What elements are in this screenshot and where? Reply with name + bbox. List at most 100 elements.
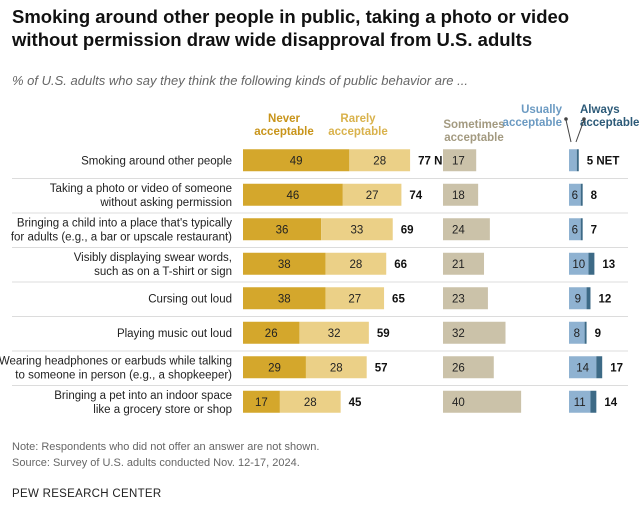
header-rarely: Rarely acceptable [328,113,387,138]
net-acceptable: 9 [595,328,601,340]
category-label: Visibly displaying swear words, such as o… [74,252,232,278]
net-acceptable: 7 [591,224,597,236]
bar-never [243,149,350,172]
bar-always [584,321,587,344]
bar-usually [569,183,581,206]
bar-label-sometimes: 21 [452,259,465,271]
bar-always [580,183,583,206]
bar-usually [569,218,581,241]
header-pointer-always [575,119,585,143]
bar-label-sometimes: 18 [452,190,465,202]
bar-never [243,218,322,241]
bar-label-never: 36 [276,224,289,236]
bar-label-rarely: 28 [330,362,343,374]
bar-label-never: 38 [278,293,291,305]
header-never: Never acceptable [254,113,313,138]
header-pointer-usually [565,119,572,143]
bar-label-usually: 9 [575,293,581,305]
category-label: Playing music out loud [117,328,232,340]
bar-rarely [349,149,411,172]
category-label: Cursing out loud [148,293,232,305]
bar-label-rarely: 32 [328,328,341,340]
category-label: Bringing a pet into an indoor space like … [54,390,232,416]
bar-usually [569,149,577,172]
bar-sometimes [443,321,506,344]
bar-never [243,252,326,275]
bar-never [243,390,280,413]
net-unacceptable: 59 [377,328,390,340]
bar-never [243,287,326,310]
header-always: Always acceptable [580,104,639,129]
bar-usually [569,356,597,379]
bar-always [590,390,597,413]
bar-always [586,287,591,310]
bar-rarely [342,183,402,206]
bar-label-rarely: 28 [373,155,386,167]
category-label: Taking a photo or video of someone withou… [50,183,232,209]
bar-rarely [299,321,369,344]
bar-always [596,356,603,379]
bar-rarely [321,218,393,241]
bar-usually [569,321,585,344]
bar-label-rarely: 27 [348,293,361,305]
category-label: Wearing headphones or earbuds while talk… [0,355,232,381]
net-unacceptable: 69 [401,224,414,236]
net-acceptable: 5 NET [587,155,620,167]
bar-usually [569,390,591,413]
net-unacceptable: 66 [394,259,407,271]
bar-label-never: 17 [255,397,268,409]
header-pointer-dot [564,117,568,121]
bar-label-never: 29 [268,362,281,374]
brand-logo-text: PEW RESEARCH CENTER [12,488,162,500]
bar-label-sometimes: 32 [452,328,465,340]
bar-label-usually: 8 [574,328,580,340]
bar-label-rarely: 27 [366,190,379,202]
bar-never [243,356,306,379]
bar-label-never: 49 [290,155,303,167]
bar-rarely [279,390,341,413]
bar-label-never: 26 [265,328,278,340]
bar-label-never: 38 [278,259,291,271]
net-unacceptable: 45 [349,397,362,409]
net-acceptable: 14 [604,397,617,409]
bar-usually [569,252,589,275]
bar-label-sometimes: 17 [452,155,465,167]
bar-label-never: 46 [287,190,300,202]
bar-label-rarely: 33 [351,224,364,236]
bar-label-rarely: 28 [349,259,362,271]
bar-label-sometimes: 24 [452,224,465,236]
bar-label-sometimes: 23 [452,293,465,305]
bar-never [243,183,343,206]
category-label: Bringing a child into a place that's typ… [11,217,232,243]
net-acceptable: 13 [602,259,615,271]
bar-sometimes [443,390,522,413]
net-acceptable: 8 [591,190,598,202]
bar-label-usually: 10 [572,259,585,271]
net-unacceptable: 74 [409,190,422,202]
bar-always [576,149,579,172]
bar-sometimes [443,149,477,172]
header-usually: Usually acceptable [503,104,563,129]
bar-sometimes [443,287,488,310]
bar-sometimes [443,252,485,275]
bar-sometimes [443,356,494,379]
header-pointer-dot [582,117,586,121]
bar-label-sometimes: 40 [452,397,465,409]
bar-rarely [325,252,387,275]
bar-label-sometimes: 26 [452,362,465,374]
bar-rarely [325,287,385,310]
net-acceptable: 12 [598,293,611,305]
bar-sometimes [443,218,490,241]
chart-subtitle: % of U.S. adults who say they think the … [12,73,468,88]
bar-always [588,252,595,275]
category-label: Smoking around other people [81,155,232,167]
header-sometimes: Sometimes acceptable [443,119,504,144]
net-unacceptable: 57 [375,362,388,374]
bar-rarely [305,356,367,379]
bar-never [243,321,300,344]
bar-label-rarely: 28 [304,397,317,409]
bar-label-usually: 11 [574,397,586,409]
bar-sometimes [443,183,479,206]
